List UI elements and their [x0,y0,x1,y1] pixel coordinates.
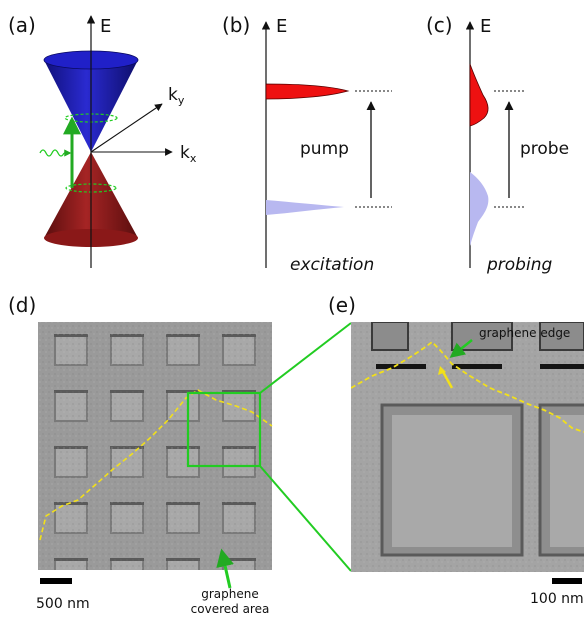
e-edge-annotation: graphene edge [479,326,570,340]
sem-image-d-texture [38,322,272,570]
d-scale-bar [40,578,72,584]
probe-label: probe [520,139,569,159]
pump-label: pump [300,139,349,159]
e-yellow-arrowhead [438,366,446,375]
e-edge-arrow [449,339,473,358]
a-energy-label: E [100,16,111,37]
e-scale-bar [552,578,582,584]
b-excited-population [265,83,350,100]
panel-b-label: (b) [222,13,250,37]
panel-a-label: (a) [8,13,36,37]
ky-axis [90,103,163,153]
b-valence-population [266,200,344,215]
photon-wave-icon [39,149,65,157]
e-graphene-edge-trace [351,340,584,433]
c-valence-population [470,172,489,246]
zoom-connector-top [259,322,352,394]
c-excited-population [469,63,489,127]
zoom-connector-bottom [259,465,352,572]
excitation-caption: excitation [290,255,374,275]
panel-e-label: (e) [328,293,356,317]
panel-d-label: (d) [8,293,36,317]
d-graphene-edge-trace [39,389,273,541]
d-scale-label: 500 nm [36,596,90,612]
probing-caption: probing [486,255,552,275]
b-energy-label: E [276,16,287,37]
panel-a: (a) E ky kx [8,13,197,268]
sem-image-e [351,322,584,572]
kx-label: kx [180,143,197,165]
c-energy-label: E [480,16,491,37]
panel-c: (c) E probe probing [426,13,569,275]
panel-b: (b) E pump excitation [222,13,392,275]
d-covered-area-arrow [216,548,234,589]
panel-d: (d) 500 nm graphene covered area [8,293,273,616]
panel-c-label: (c) [426,13,453,37]
panel-e: (e) graphene edge 100 [328,293,584,607]
zoom-region-box [186,391,262,468]
e-yellow-arrow [440,369,454,389]
e-scale-label: 100 nm [530,591,584,607]
ky-label: ky [168,85,185,107]
d-annotation-line2: covered area [191,602,270,616]
d-annotation-line1: graphene [201,587,259,601]
